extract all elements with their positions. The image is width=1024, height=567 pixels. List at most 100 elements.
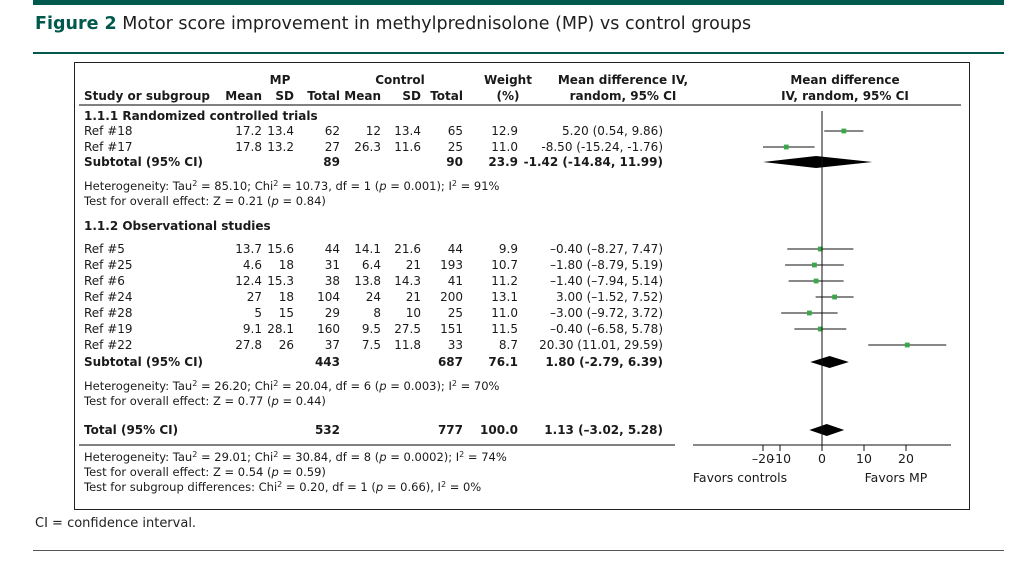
group-0-heterogeneity-part: = 0.001); I	[387, 179, 452, 193]
group-0-heterogeneity-part: = 91%	[457, 179, 500, 193]
study-1-0-point	[817, 246, 823, 252]
group-0-heterogeneity: Heterogeneity: Tau2 = 85.10; Chi2 = 10.7…	[84, 179, 500, 194]
study-1-1-ci-text: –1.80 (–8.79, 5.19)	[550, 258, 663, 272]
study-1-2-c-sd: 14.3	[394, 274, 421, 288]
subtotal-0-mp-total: 89	[323, 155, 340, 169]
group-0-overall-effect-part: Test for overall effect: Z = 0.21 (	[83, 194, 272, 208]
group-1-heterogeneity-part: = 0.003); I	[387, 379, 452, 393]
study-1-4-ci-text: –3.00 (–9.72, 3.72)	[550, 306, 663, 320]
subgroup-differences-part: p	[375, 480, 383, 494]
study-0-1-mp-sd: 13.2	[267, 140, 294, 154]
study-1-3-c-total: 200	[440, 290, 463, 304]
total-heterogeneity-part: 2	[192, 450, 197, 459]
group-1-heterogeneity-part: 2	[192, 379, 197, 388]
study-0-1-ci-text: -8.50 (-15.24, -1.76)	[541, 140, 663, 154]
header-c-total: Total	[430, 89, 463, 103]
study-1-1-c-mean: 6.4	[362, 258, 381, 272]
header-mp-total: Total	[307, 89, 340, 103]
total-label: Total (95% CI)	[84, 423, 178, 437]
study-1-4-mp-mean: 5	[254, 306, 262, 320]
total-mp-total: 532	[315, 423, 340, 437]
total-heterogeneity-part: Heterogeneity: Tau	[84, 450, 192, 464]
study-0-1-point	[783, 144, 789, 150]
study-1-2-c-mean: 13.8	[354, 274, 381, 288]
subtotal-0-c-total: 90	[446, 155, 463, 169]
header-weight-pct: (%)	[497, 89, 520, 103]
group-0-heterogeneity-part: p	[378, 179, 386, 193]
study-1-3-name: Ref #24	[84, 290, 133, 304]
total-heterogeneity: Heterogeneity: Tau2 = 29.01; Chi2 = 30.8…	[84, 450, 507, 465]
group-0-heterogeneity-part: = 10.73, df = 1 (	[278, 179, 379, 193]
study-1-0-weight: 9.9	[499, 242, 518, 256]
study-1-4-mp-total: 29	[325, 306, 340, 320]
study-0-0-ci-text: 5.20 (0.54, 9.86)	[562, 124, 663, 138]
x-tick-label: 10	[856, 451, 872, 466]
header-control-group: Control	[375, 73, 425, 87]
study-0-1-mp-total: 27	[325, 140, 340, 154]
total-heterogeneity-part: p	[378, 450, 386, 464]
subtotal-1-weight: 76.1	[488, 355, 518, 369]
group-1-heterogeneity-part: Heterogeneity: Tau	[84, 379, 192, 393]
study-1-6-point	[904, 342, 910, 348]
study-1-5-c-total: 151	[440, 322, 463, 336]
figure-label: Figure 2	[35, 14, 117, 34]
subtotal-0-label: Subtotal (95% CI)	[84, 155, 203, 169]
study-1-6-ci-text: 20.30 (11.01, 29.59)	[539, 338, 663, 352]
subgroup-differences-part: 2	[441, 480, 446, 489]
study-0-0-c-sd: 13.4	[394, 124, 421, 138]
subgroup-differences: Test for subgroup differences: Chi2 = 0.…	[83, 480, 481, 495]
study-1-6-c-total: 33	[448, 338, 463, 352]
study-1-4-weight: 11.0	[491, 306, 518, 320]
study-1-6-c-sd: 11.8	[394, 338, 421, 352]
study-1-6-name: Ref #22	[84, 338, 133, 352]
study-0-1-c-total: 25	[448, 140, 463, 154]
group-1-overall-effect: Test for overall effect: Z = 0.77 (p = 0…	[83, 394, 326, 408]
study-1-0-mp-mean: 13.7	[235, 242, 262, 256]
figure-title-text: Motor score improvement in methylprednis…	[122, 14, 752, 34]
group-1-heterogeneity-part: 2	[273, 379, 278, 388]
group-1-title: 1.1.2 Observational studies	[84, 219, 271, 233]
study-0-1-c-sd: 11.6	[394, 140, 421, 154]
figure-caption: CI = confidence interval.	[35, 516, 197, 531]
study-1-6-mp-total: 37	[325, 338, 340, 352]
header-md-2: random, 95% CI	[570, 89, 677, 103]
total-overall-effect-part: Test for overall effect: Z = 0.54 (	[83, 465, 272, 479]
x-tick-label: 0	[818, 451, 826, 466]
header-md-1: Mean difference IV,	[558, 73, 688, 87]
study-1-1-mp-total: 31	[325, 258, 340, 272]
total-heterogeneity-part: = 30.84, df = 8 (	[278, 450, 379, 464]
study-1-5-c-mean: 9.5	[362, 322, 381, 336]
total-heterogeneity-part: = 74%	[464, 450, 507, 464]
study-1-2-mp-mean: 12.4	[235, 274, 262, 288]
study-1-6-mp-mean: 27.8	[235, 338, 262, 352]
x-tick-label: –10	[769, 451, 791, 466]
study-1-5-weight: 11.5	[491, 322, 518, 336]
bottom-rule	[33, 550, 1004, 551]
group-0-overall-effect-part: p	[271, 194, 279, 208]
study-1-0-name: Ref #5	[84, 242, 125, 256]
favors-controls-label: Favors controls	[693, 470, 787, 485]
subtotal-1-mp-total: 443	[315, 355, 340, 369]
top-rule	[33, 0, 1004, 5]
study-1-3-c-sd: 21	[406, 290, 421, 304]
group-1-heterogeneity-part: = 20.04, df = 6 (	[278, 379, 379, 393]
study-1-2-point	[813, 278, 819, 284]
study-1-6-c-mean: 7.5	[362, 338, 381, 352]
x-tick-label: –20	[752, 451, 774, 466]
group-1-overall-effect-part: = 0.44)	[279, 394, 326, 408]
study-1-3-mp-mean: 27	[247, 290, 262, 304]
group-0-heterogeneity-part: 2	[273, 179, 278, 188]
study-1-0-c-sd: 21.6	[394, 242, 421, 256]
group-0-overall-effect: Test for overall effect: Z = 0.21 (p = 0…	[83, 194, 326, 208]
x-tick-label: 20	[898, 451, 914, 466]
study-1-0-c-total: 44	[448, 242, 463, 256]
group-0-heterogeneity-part: = 85.10; Chi	[197, 179, 273, 193]
study-0-1-c-mean: 26.3	[354, 140, 381, 154]
total-ci-text: 1.13 (–3.02, 5.28)	[544, 423, 663, 437]
study-1-0-mp-sd: 15.6	[267, 242, 294, 256]
study-1-0-ci-text: –0.40 (–8.27, 7.47)	[550, 242, 663, 256]
subgroup-differences-part: Test for subgroup differences: Chi	[83, 480, 277, 494]
study-0-0-c-mean: 12	[366, 124, 381, 138]
subtotal-0-weight: 23.9	[488, 155, 518, 169]
forest-plot: MP Control Weight Mean difference IV, Mean d…	[79, 73, 961, 495]
